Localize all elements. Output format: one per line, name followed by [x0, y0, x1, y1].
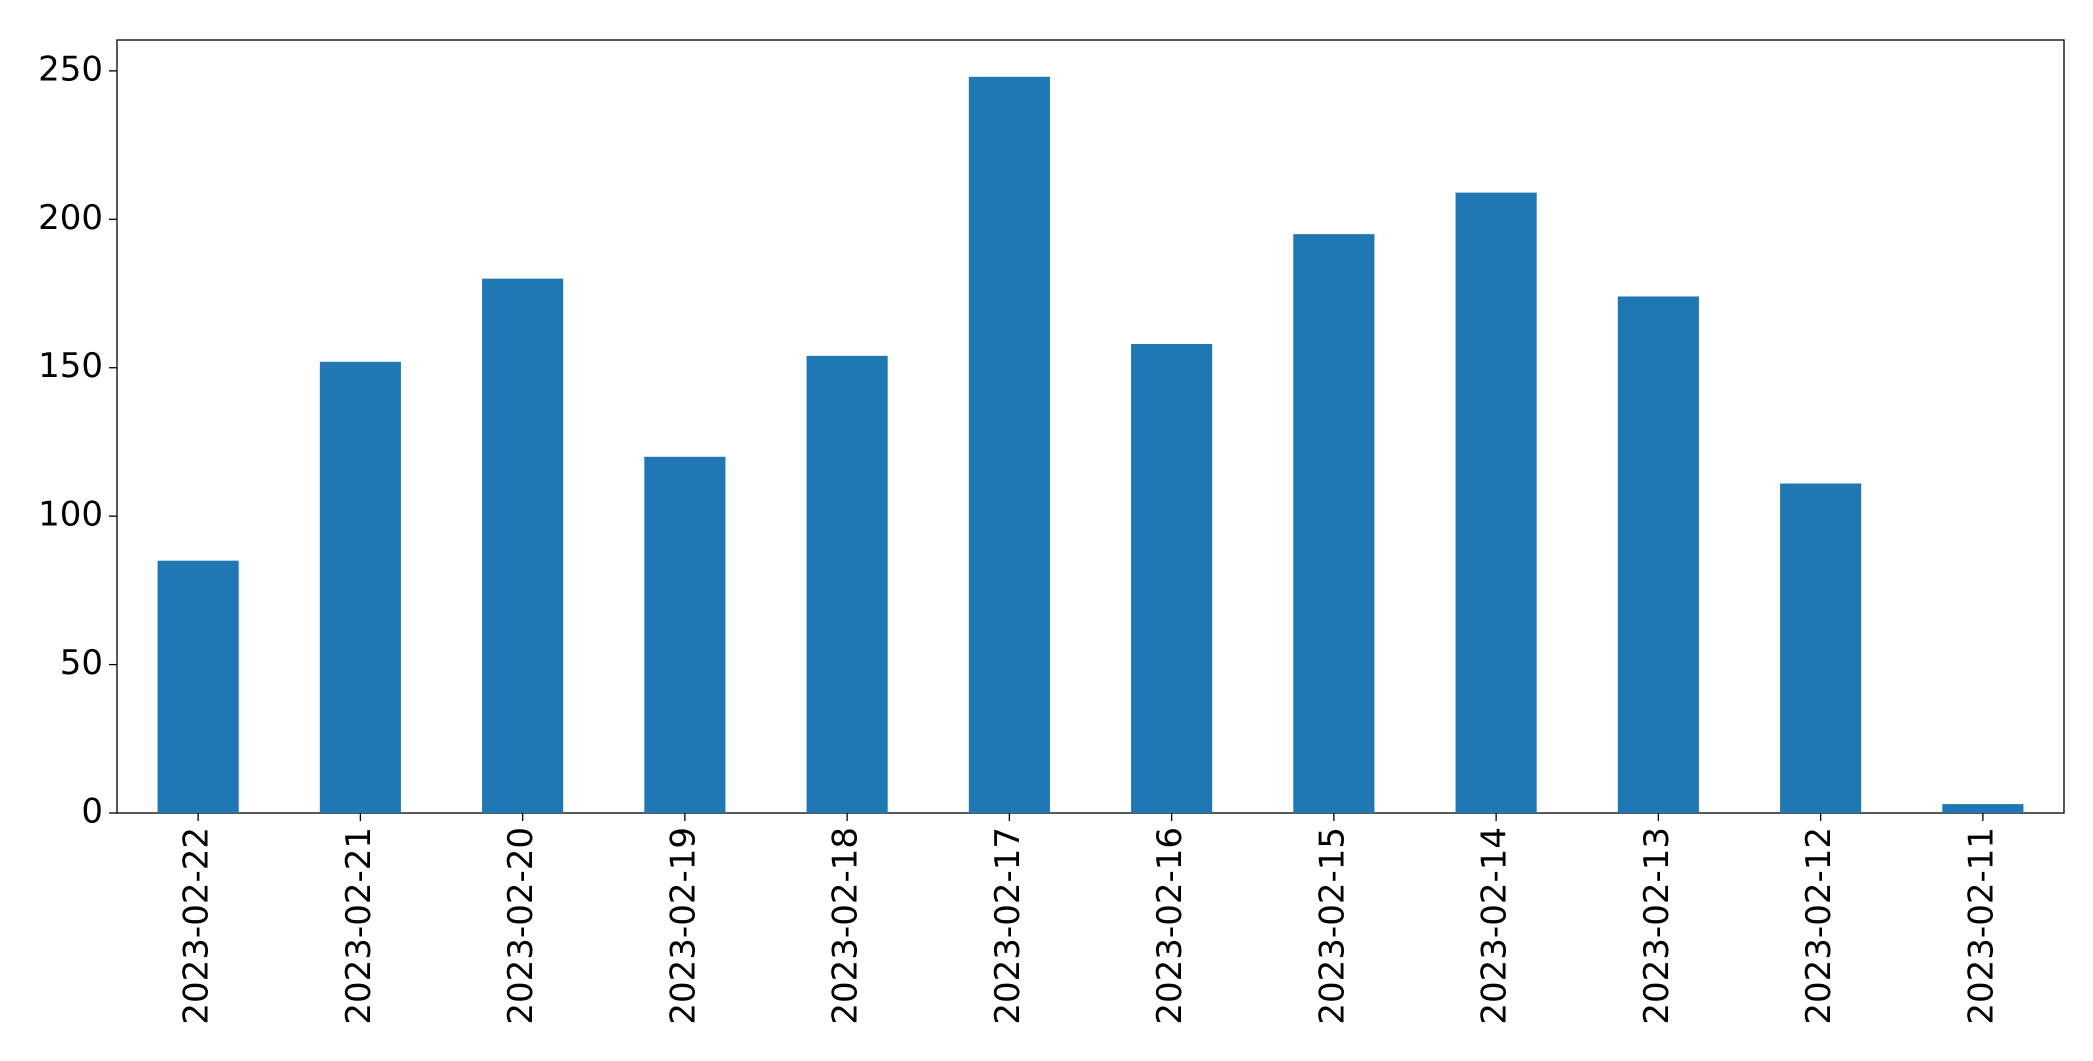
x-tick-label: 2023-02-15: [1312, 827, 1352, 1025]
x-tick-label: 2023-02-17: [988, 827, 1028, 1025]
bar: [806, 355, 888, 813]
x-tick-label: 2023-02-21: [339, 827, 379, 1025]
x-tick-label: 2023-02-19: [663, 827, 703, 1025]
bar: [1617, 296, 1699, 813]
plot-frame: [116, 39, 2065, 814]
x-tick-label: 2023-02-16: [1150, 827, 1190, 1025]
bar: [157, 560, 239, 813]
bar: [319, 361, 401, 813]
x-tick-label: 2023-02-14: [1475, 827, 1515, 1025]
bar: [482, 278, 564, 813]
x-tick-label: 2023-02-13: [1637, 827, 1677, 1025]
x-tick-label: 2023-02-20: [501, 827, 541, 1025]
x-tick-label: 2023-02-11: [1961, 827, 2001, 1025]
y-tick-label: 150: [38, 346, 103, 386]
bar: [1780, 483, 1862, 813]
y-tick-label: 200: [38, 198, 103, 238]
y-tick-label: 0: [81, 792, 103, 832]
x-tick-label: 2023-02-12: [1799, 827, 1839, 1025]
y-tick-label: 50: [60, 643, 103, 683]
bar: [644, 456, 726, 813]
bar: [1942, 804, 2024, 813]
bar: [1131, 343, 1213, 813]
y-tick-label: 100: [38, 495, 103, 535]
y-tick-label: 250: [38, 49, 103, 89]
bar: [968, 76, 1050, 814]
x-tick-label: 2023-02-18: [826, 827, 866, 1025]
bar: [1293, 234, 1375, 813]
bar: [1455, 192, 1537, 813]
x-tick-label: 2023-02-22: [177, 827, 217, 1025]
